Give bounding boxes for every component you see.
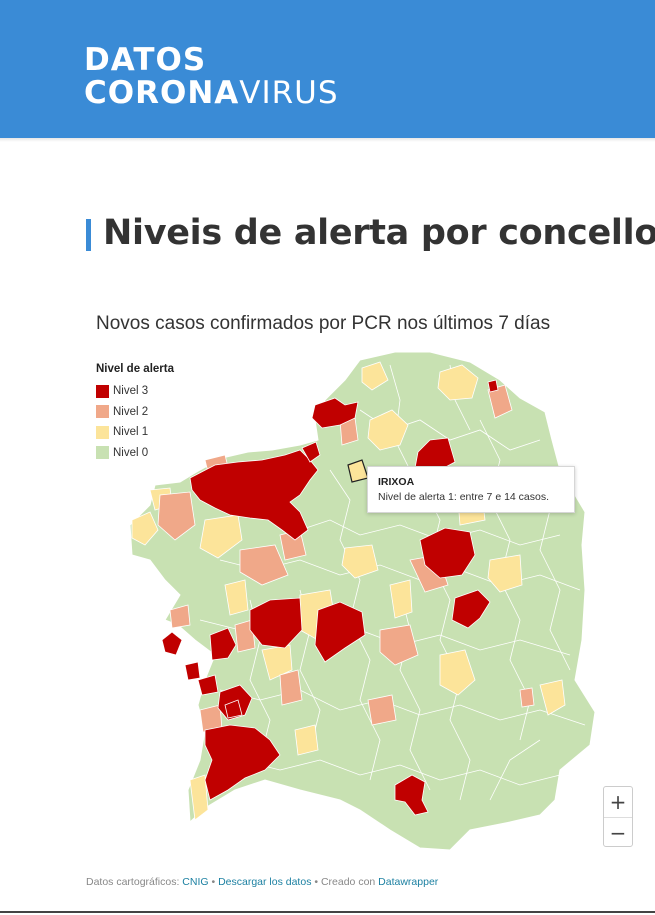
chart-subtitle: Novos casos confirmados por PCR nos últi… bbox=[96, 313, 551, 334]
nivel-2-regions bbox=[157, 384, 535, 733]
header-shadow bbox=[0, 138, 655, 142]
logo-virus: VIRUS bbox=[239, 75, 339, 111]
legend-swatch bbox=[96, 425, 109, 439]
legend-title: Nivel de alerta bbox=[96, 363, 174, 375]
legend-label: Nivel 1 bbox=[113, 426, 149, 439]
legend-item-nivel-1: Nivel 1 bbox=[96, 422, 174, 443]
legend-item-nivel-0: Nivel 0 bbox=[96, 443, 174, 464]
galicia-choropleth-map[interactable] bbox=[120, 345, 605, 855]
region-base bbox=[129, 351, 596, 851]
legend-label: Nivel 3 bbox=[113, 385, 149, 398]
datos-coronavirus-logo[interactable]: DATOS CORONAVIRUS bbox=[84, 44, 339, 110]
logo-corona: CORONA bbox=[84, 75, 240, 111]
legend-label: Nivel 0 bbox=[113, 446, 149, 459]
page-title: Niveis de alerta por concello bbox=[103, 213, 655, 253]
cnig-link[interactable]: CNIG bbox=[182, 876, 209, 888]
bottom-divider bbox=[0, 911, 655, 913]
tooltip-text: Nivel de alerta 1: entre 7 e 14 casos. bbox=[378, 491, 550, 503]
zoom-divider bbox=[604, 817, 632, 818]
legend-swatch bbox=[96, 405, 109, 419]
legend-item-nivel-3: Nivel 3 bbox=[96, 381, 174, 402]
legend-swatch bbox=[96, 384, 109, 398]
logo-line-1: DATOS bbox=[84, 42, 207, 78]
nivel-3-regions bbox=[161, 379, 499, 816]
download-data-link[interactable]: Descargar los datos bbox=[218, 876, 312, 888]
footer-prefix: Datos cartográficos: bbox=[86, 876, 183, 888]
site-header: DATOS CORONAVIRUS bbox=[0, 0, 655, 138]
footer-created-with: • Creado con bbox=[311, 876, 379, 888]
map-legend: Nivel de alerta Nivel 3 Nivel 2 Nivel 1 … bbox=[96, 363, 174, 463]
legend-label: Nivel 2 bbox=[113, 405, 149, 418]
footer-separator: • bbox=[208, 876, 219, 888]
tooltip-title: IRIXOA bbox=[378, 476, 415, 488]
title-accent-bar bbox=[86, 219, 91, 251]
map-tooltip: IRIXOA Nivel de alerta 1: entre 7 e 14 c… bbox=[367, 466, 575, 513]
zoom-out-button[interactable]: − bbox=[609, 821, 627, 845]
logo-line-2: CORONAVIRUS bbox=[84, 76, 339, 110]
legend-swatch bbox=[96, 446, 109, 460]
datawrapper-link[interactable]: Datawrapper bbox=[378, 876, 439, 888]
zoom-controls: + − bbox=[603, 786, 633, 847]
chart-footer: Datos cartográficos: CNIG • Descargar lo… bbox=[86, 876, 438, 888]
legend-item-nivel-2: Nivel 2 bbox=[96, 402, 174, 423]
zoom-in-button[interactable]: + bbox=[609, 790, 627, 814]
